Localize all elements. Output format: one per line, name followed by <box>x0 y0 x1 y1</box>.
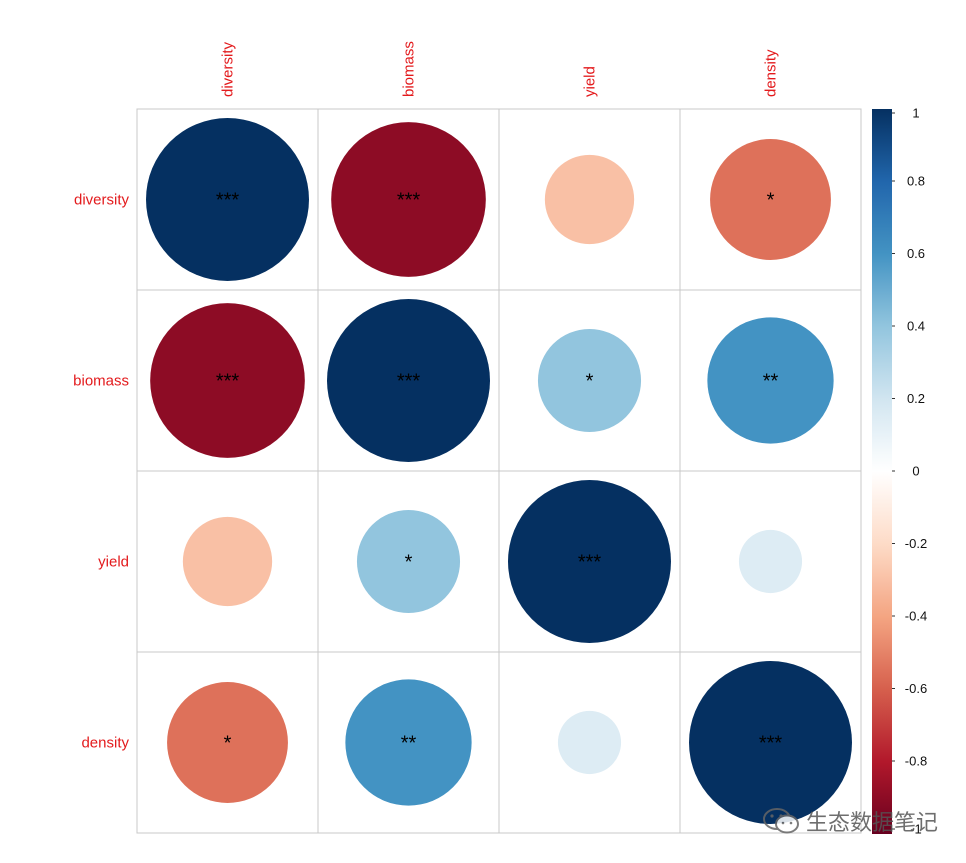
circle-density-density <box>689 661 852 824</box>
circle-biomass-density <box>707 317 834 444</box>
row-label-density: density <box>81 735 129 752</box>
circle-yield-yield <box>508 480 671 643</box>
significance-mark: *** <box>216 371 240 393</box>
col-label-biomass: biomass <box>401 41 418 97</box>
colorbar-tick-label: 0 <box>912 464 919 479</box>
col-label-yield: yield <box>582 66 599 97</box>
colorbar-tick-label: 1 <box>912 106 919 121</box>
significance-mark: ** <box>763 371 779 393</box>
circle-diversity-yield <box>544 154 635 245</box>
circle-biomass-biomass <box>327 299 490 462</box>
circle-diversity-density <box>710 139 831 260</box>
significance-mark: * <box>767 190 775 212</box>
wechat-icon <box>762 808 799 834</box>
watermark: 生态数据笔记 <box>762 805 938 837</box>
circle-biomass-yield <box>537 328 642 433</box>
circle-density-yield <box>557 710 622 775</box>
circle-yield-density <box>738 529 803 594</box>
circle-biomass-diversity <box>150 303 305 458</box>
circle-diversity-biomass <box>331 122 486 277</box>
significance-mark: * <box>586 371 594 393</box>
colorbar-tick-label: 0.6 <box>907 246 925 261</box>
colorbar-tick-label: -0.6 <box>905 681 927 696</box>
colorbar-tick-label: 0.8 <box>907 174 925 189</box>
colorbar-tick-label: 0.4 <box>907 319 925 334</box>
circle-diversity-diversity <box>146 118 309 281</box>
watermark-text: 生态数据笔记 <box>805 811 938 836</box>
circle-yield-biomass <box>356 509 461 614</box>
colorbar-tick-label: -0.4 <box>905 609 927 624</box>
colorbar-tick-label: -1 <box>910 822 922 837</box>
significance-mark: * <box>405 552 413 574</box>
col-label-density: density <box>763 49 780 97</box>
significance-mark: *** <box>578 552 602 574</box>
significance-mark: *** <box>759 733 783 755</box>
row-label-biomass: biomass <box>73 373 129 390</box>
row-label-yield: yield <box>98 554 129 571</box>
circle-yield-diversity <box>182 516 273 607</box>
significance-mark: *** <box>397 371 421 393</box>
colorbar-tick-label: 0.2 <box>907 391 925 406</box>
significance-mark: * <box>224 733 232 755</box>
colorbar-tick-label: -0.2 <box>905 536 927 551</box>
col-label-diversity: diversity <box>220 41 237 97</box>
row-label-diversity: diversity <box>74 192 130 209</box>
colorbar <box>872 109 892 834</box>
significance-mark: ** <box>401 733 417 755</box>
circle-density-biomass <box>345 679 472 806</box>
significance-mark: *** <box>216 190 240 212</box>
colorbar-tick-label: -0.8 <box>905 754 927 769</box>
significance-mark: *** <box>397 190 421 212</box>
circle-density-diversity <box>167 682 288 803</box>
